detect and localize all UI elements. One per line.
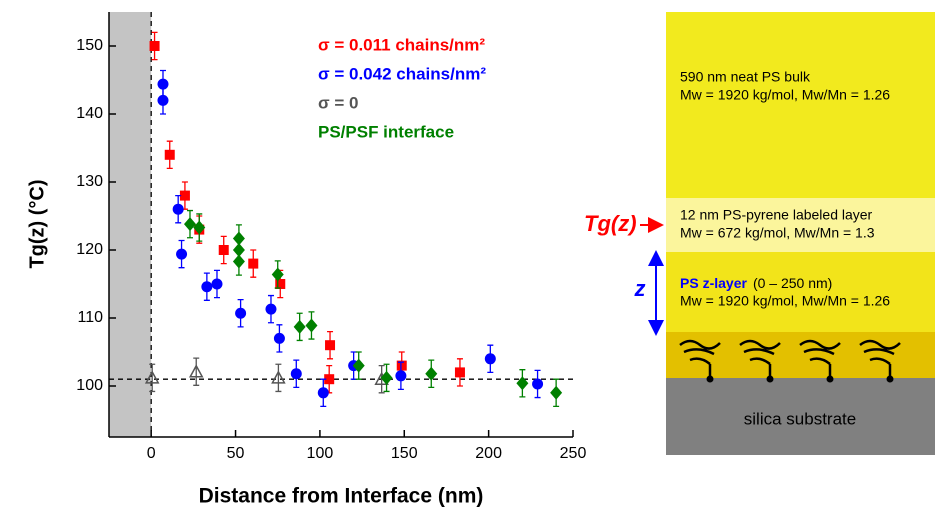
- data-point: [454, 367, 465, 378]
- data-point: [218, 245, 229, 255]
- data-point: [395, 370, 407, 382]
- y-tick-label: 100: [76, 377, 103, 394]
- data-point: [324, 374, 335, 385]
- data-point: [211, 278, 223, 290]
- data-point: [172, 203, 184, 215]
- data-point: [293, 319, 306, 334]
- x-tick-label: 250: [560, 445, 587, 462]
- layer-text: Mw = 672 kg/mol, Mw/Mn = 1.3: [680, 225, 875, 241]
- data-point: [235, 307, 247, 319]
- data-point: [248, 258, 259, 269]
- data-point: [516, 376, 529, 391]
- y-tick-label: 150: [76, 37, 103, 54]
- data-point: [290, 368, 302, 380]
- legend-entry: σ = 0.042 chains/nm²: [318, 64, 486, 83]
- data-point: [396, 360, 407, 371]
- silica-layer: [666, 378, 935, 455]
- data-point: [149, 41, 160, 51]
- layer-range: (0 – 250 nm): [753, 275, 832, 291]
- x-tick-label: 0: [147, 445, 156, 462]
- layer-title: PS z-layer (0 – 250 nm): [680, 275, 832, 291]
- chain-anchors: [706, 375, 894, 383]
- data-point: [188, 364, 204, 378]
- y-tick-label: 110: [77, 309, 103, 326]
- z-label: z: [634, 276, 646, 301]
- data-point: [144, 370, 160, 384]
- data-point: [176, 248, 188, 260]
- layer-title-name: PS z-layer: [680, 275, 747, 291]
- data-point: [157, 94, 169, 106]
- data-point: [179, 190, 190, 201]
- tg-label: Tg(z): [584, 211, 637, 236]
- data-point: [164, 149, 175, 160]
- data-point: [550, 385, 563, 400]
- data-point: [425, 366, 438, 381]
- data-point: [265, 303, 277, 315]
- x-tick-label: 150: [391, 445, 418, 462]
- layer-text: Mw = 1920 kg/mol, Mw/Mn = 1.26: [680, 87, 890, 103]
- legend-entry: σ = 0: [318, 93, 358, 112]
- plot: 0 50 100 150 200 250 100 110 120 130 140 150 σ = 0.0…: [76, 12, 586, 462]
- legend-entry: σ = 0.011 chains/nm²: [318, 35, 485, 54]
- data-point: [484, 353, 496, 365]
- layer-text: 12 nm PS-pyrene labeled layer: [680, 207, 873, 223]
- x-tick-label: 200: [475, 445, 502, 462]
- y-tick-label: 130: [76, 173, 103, 190]
- layer-text: Mw = 1920 kg/mol, Mw/Mn = 1.26: [680, 293, 890, 309]
- data-point: [271, 370, 286, 384]
- error-bar: [149, 363, 156, 393]
- layer-text: 590 nm neat PS bulk: [680, 69, 811, 85]
- data-point: [352, 358, 365, 373]
- x-axis-label: Distance from Interface (nm): [199, 485, 484, 508]
- x-tick-label: 50: [227, 445, 245, 462]
- data-point: [305, 318, 318, 333]
- x-tick-label: 100: [307, 445, 334, 462]
- data-point: [317, 387, 329, 399]
- data-point: [201, 281, 213, 293]
- data-point: [532, 378, 544, 390]
- data-point: [380, 370, 393, 385]
- data-point: [271, 267, 284, 282]
- data-point: [183, 217, 196, 232]
- data-point: [273, 332, 285, 344]
- y-tick-label: 120: [76, 241, 103, 258]
- legend-entry: PS/PSF interface: [318, 122, 454, 141]
- brush-layer: [666, 332, 935, 378]
- shaded-region: [109, 12, 152, 437]
- data-point: [275, 279, 286, 289]
- data-point: [232, 254, 245, 269]
- bulk-layer: [666, 12, 935, 198]
- grafted-chains: [679, 339, 901, 378]
- data-point: [193, 220, 206, 235]
- error-bar: [378, 364, 385, 394]
- layer-text: silica substrate: [744, 409, 856, 428]
- data-point: [325, 340, 336, 351]
- error-bar: [275, 363, 282, 393]
- labeled-layer: [666, 198, 935, 252]
- y-tick-label: 140: [76, 105, 103, 122]
- z-layer: [666, 252, 935, 332]
- error-bar: [193, 357, 200, 386]
- y-axis-label: Tg(z) (°C): [26, 179, 48, 268]
